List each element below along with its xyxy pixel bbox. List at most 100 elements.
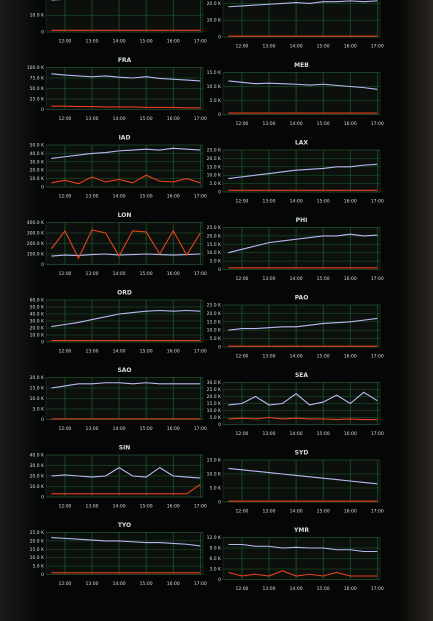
x-tick-label: 17:00: [371, 509, 384, 515]
chart-title: LON: [118, 212, 132, 219]
chart-title: FRA: [118, 57, 132, 64]
x-tick-label: 13:00: [86, 116, 99, 122]
x-tick-label: 12:00: [235, 354, 248, 360]
y-tick-label: 0: [218, 267, 221, 273]
x-tick-label: 17:00: [194, 194, 207, 200]
x-tick-label: 14:00: [113, 504, 126, 510]
y-tick-label: 15.0 K: [207, 401, 222, 407]
chart-title: SAO: [117, 367, 131, 374]
y-tick-label: 10.0 K: [207, 472, 222, 478]
y-tick-label: 25.0 K: [207, 225, 222, 231]
y-tick-label: 25.0 K: [207, 148, 222, 154]
x-tick-label: 15:00: [140, 39, 153, 45]
y-tick-label: 20.0 K: [207, 233, 222, 239]
x-tick-label: 13:00: [263, 121, 276, 127]
y-tick-label: 0: [218, 577, 221, 583]
series-line: [228, 0, 378, 8]
x-tick-label: 12:00: [235, 586, 248, 592]
y-tick-label: 5.0 K: [209, 486, 222, 492]
y-tick-label: 20.0 K: [30, 375, 45, 381]
x-tick-label: 13:00: [263, 354, 276, 360]
y-tick-label: 40.0 K: [30, 151, 45, 157]
x-tick-label: 15:00: [317, 354, 330, 360]
x-tick-label: 15:00: [140, 504, 153, 510]
series-line: [51, 105, 201, 109]
y-tick-label: 10.0 K: [207, 250, 222, 256]
y-tick-label: 25.0 K: [207, 387, 222, 393]
x-tick-label: 14:00: [113, 194, 126, 200]
x-tick-label: 16:00: [167, 504, 180, 510]
x-tick-label: 17:00: [194, 504, 207, 510]
x-tick-label: 13:00: [263, 276, 276, 282]
series-line: [228, 80, 378, 90]
x-tick-label: 12:00: [235, 121, 248, 127]
y-tick-label: 0: [218, 422, 221, 428]
series-line: [228, 467, 378, 485]
x-tick-label: 16:00: [167, 271, 180, 277]
y-tick-label: 25.0 K: [30, 97, 45, 103]
series-line: [51, 466, 201, 479]
x-tick-label: 12:00: [235, 276, 248, 282]
x-tick-label: 17:00: [194, 39, 207, 45]
x-tick-label: 16:00: [344, 431, 357, 437]
x-tick-label: 15:00: [317, 44, 330, 50]
y-tick-label: 60.0 K: [30, 298, 45, 304]
x-tick-label: 14:00: [290, 586, 303, 592]
x-tick-label: 17:00: [194, 426, 207, 432]
y-tick-label: 10.0 K: [207, 84, 222, 90]
x-tick-label: 17:00: [371, 44, 384, 50]
x-tick-label: 16:00: [167, 39, 180, 45]
x-tick-label: 16:00: [344, 354, 357, 360]
x-tick-label: 14:00: [113, 39, 126, 45]
y-tick-label: 20.0 K: [207, 311, 222, 317]
x-tick-label: 13:00: [86, 271, 99, 277]
x-tick-label: 13:00: [263, 199, 276, 205]
y-tick-label: 0: [218, 500, 221, 506]
x-tick-label: 15:00: [140, 116, 153, 122]
chart-title: PAO: [295, 295, 309, 302]
x-tick-label: 16:00: [344, 276, 357, 282]
x-tick-label: 14:00: [290, 431, 303, 437]
chart-title: SIN: [119, 445, 131, 452]
x-tick-label: 16:00: [167, 116, 180, 122]
x-tick-label: 16:00: [167, 581, 180, 587]
y-tick-label: 20.0 K: [207, 1, 222, 7]
y-tick-label: 50.0 K: [30, 143, 45, 149]
chart-title: SEA: [295, 372, 308, 379]
y-tick-label: 5.0 K: [209, 98, 222, 104]
y-tick-label: 30.0 K: [30, 159, 45, 165]
y-tick-label: 25.0 K: [207, 303, 222, 309]
x-tick-label: 12:00: [58, 581, 71, 587]
x-tick-label: 15:00: [140, 349, 153, 355]
x-tick-label: 12:00: [235, 44, 248, 50]
y-tick-label: 15.0 K: [207, 319, 222, 325]
y-tick-label: 20.0 K: [207, 394, 222, 400]
y-tick-label: 0: [41, 185, 44, 191]
y-tick-label: 20.0 K: [30, 474, 45, 480]
chart-title: LAX: [295, 140, 308, 147]
x-tick-label: 14:00: [113, 271, 126, 277]
y-tick-label: 5.0 K: [32, 407, 45, 413]
series-line: [228, 570, 378, 577]
y-tick-label: 10.0 K: [30, 555, 45, 561]
y-tick-label: 50.0 K: [30, 305, 45, 311]
y-tick-label: 20.0 K: [30, 326, 45, 332]
y-tick-label: 200.0 K: [27, 241, 45, 247]
series-line: [51, 253, 201, 257]
y-tick-label: 0: [41, 417, 44, 423]
x-tick-label: 15:00: [140, 581, 153, 587]
y-tick-label: 300.0 K: [27, 231, 45, 237]
series-line: [51, 174, 201, 185]
x-tick-label: 14:00: [290, 121, 303, 127]
y-tick-label: 10.0 K: [30, 484, 45, 490]
x-tick-label: 15:00: [317, 121, 330, 127]
plot-area: [222, 459, 381, 503]
series-line: [51, 483, 201, 495]
x-tick-label: 17:00: [194, 349, 207, 355]
x-tick-label: 16:00: [344, 44, 357, 50]
y-tick-label: 10.0 K: [30, 176, 45, 182]
x-tick-label: 17:00: [194, 271, 207, 277]
y-tick-label: 15.0 K: [30, 386, 45, 392]
series-line: [50, 229, 201, 260]
